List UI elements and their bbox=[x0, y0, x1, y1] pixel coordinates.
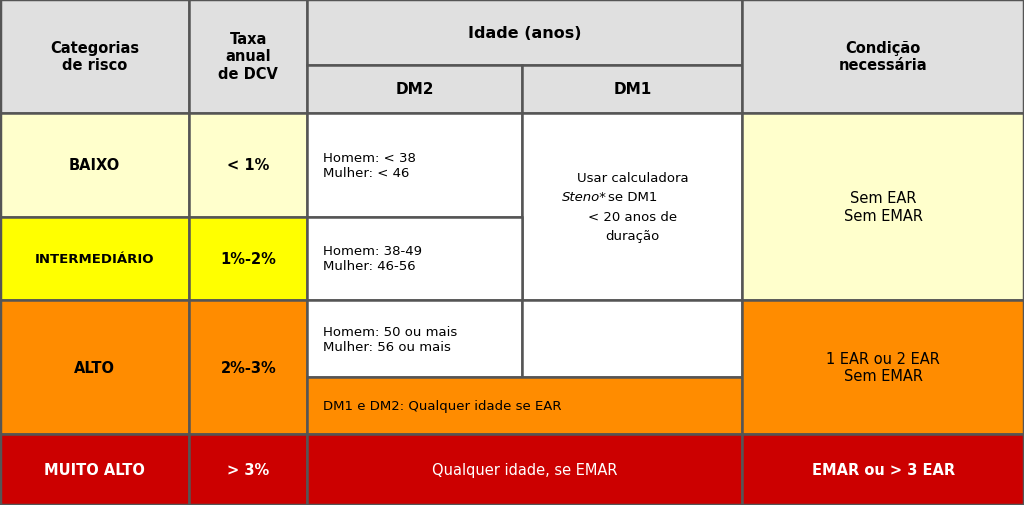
Text: DM1 e DM2: Qualquer idade se EAR: DM1 e DM2: Qualquer idade se EAR bbox=[323, 399, 561, 413]
Text: Homem: < 38
Mulher: < 46: Homem: < 38 Mulher: < 46 bbox=[323, 152, 416, 179]
Bar bbox=[307, 217, 522, 300]
Bar bbox=[307, 114, 522, 217]
Text: Qualquer idade, se EMAR: Qualquer idade, se EMAR bbox=[432, 462, 617, 477]
Text: duração: duração bbox=[605, 229, 659, 242]
Bar bbox=[0, 217, 189, 300]
Bar bbox=[0, 300, 189, 434]
Text: BAIXO: BAIXO bbox=[69, 158, 121, 173]
Bar bbox=[189, 217, 307, 300]
Text: Homem: 50 ou mais
Mulher: 56 ou mais: Homem: 50 ou mais Mulher: 56 ou mais bbox=[323, 325, 457, 353]
Bar bbox=[189, 0, 307, 114]
Text: Usar calculadora: Usar calculadora bbox=[577, 172, 688, 185]
Text: Taxa
anual
de DCV: Taxa anual de DCV bbox=[218, 32, 279, 82]
Bar bbox=[522, 66, 742, 114]
Bar bbox=[742, 114, 1024, 300]
Text: DM2: DM2 bbox=[395, 82, 434, 97]
Bar bbox=[307, 377, 742, 434]
Text: Idade (anos): Idade (anos) bbox=[468, 25, 582, 40]
Bar bbox=[742, 434, 1024, 505]
Bar bbox=[307, 300, 522, 377]
Text: Condição
necessária: Condição necessária bbox=[839, 40, 928, 73]
Text: INTERMEDIÁRIO: INTERMEDIÁRIO bbox=[35, 252, 155, 265]
Bar bbox=[522, 300, 742, 377]
Bar bbox=[307, 66, 522, 114]
Text: EMAR ou > 3 EAR: EMAR ou > 3 EAR bbox=[812, 462, 954, 477]
Bar bbox=[189, 300, 307, 434]
Text: 1 EAR ou 2 EAR
Sem EMAR: 1 EAR ou 2 EAR Sem EMAR bbox=[826, 351, 940, 384]
Text: Steno*: Steno* bbox=[562, 191, 606, 204]
Bar bbox=[307, 0, 742, 66]
Bar bbox=[742, 300, 1024, 434]
Bar bbox=[189, 434, 307, 505]
Bar bbox=[307, 434, 742, 505]
Text: ALTO: ALTO bbox=[74, 360, 116, 375]
Text: > 3%: > 3% bbox=[227, 462, 269, 477]
Text: 1%-2%: 1%-2% bbox=[220, 251, 276, 266]
Bar bbox=[742, 0, 1024, 114]
Bar bbox=[0, 434, 189, 505]
Text: < 20 anos de: < 20 anos de bbox=[588, 210, 677, 223]
Bar bbox=[189, 114, 307, 217]
Text: < 1%: < 1% bbox=[227, 158, 269, 173]
Text: 2%-3%: 2%-3% bbox=[220, 360, 276, 375]
Bar bbox=[0, 0, 189, 114]
Text: Homem: 38-49
Mulher: 46-56: Homem: 38-49 Mulher: 46-56 bbox=[323, 245, 422, 273]
Bar bbox=[522, 114, 742, 300]
Text: MUITO ALTO: MUITO ALTO bbox=[44, 462, 145, 477]
Text: DM1: DM1 bbox=[613, 82, 651, 97]
Text: Categorias
de risco: Categorias de risco bbox=[50, 40, 139, 73]
Text: Sem EAR
Sem EMAR: Sem EAR Sem EMAR bbox=[844, 191, 923, 223]
Text: se DM1: se DM1 bbox=[607, 191, 657, 204]
Bar bbox=[0, 114, 189, 217]
